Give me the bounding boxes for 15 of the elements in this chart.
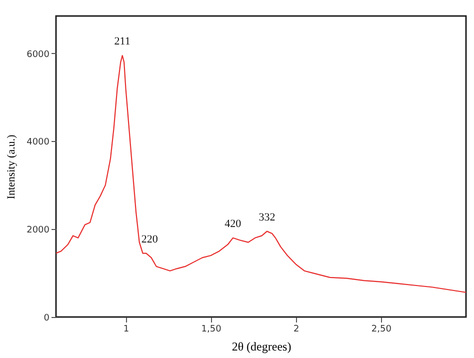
x-tick-label: 2,50: [371, 324, 392, 334]
x-tick-label: 1: [123, 324, 130, 334]
x-tick-label: 2: [294, 324, 300, 334]
x-tick-label: 1,50: [201, 324, 222, 334]
y-tick-label: 2000: [26, 226, 50, 236]
y-tick-label: 6000: [26, 50, 50, 60]
x-axis-title: 2θ (degrees): [232, 340, 292, 354]
y-tick-label: 0: [44, 314, 50, 324]
y-tick-label: 4000: [26, 138, 50, 148]
line-series: [56, 54, 466, 293]
annotation: 332: [258, 211, 276, 224]
annotation: 211: [114, 36, 130, 48]
y-axis-title: Intensity (a.u.): [6, 134, 18, 200]
annotation: 220: [141, 233, 158, 246]
annotation: 420: [224, 218, 242, 230]
